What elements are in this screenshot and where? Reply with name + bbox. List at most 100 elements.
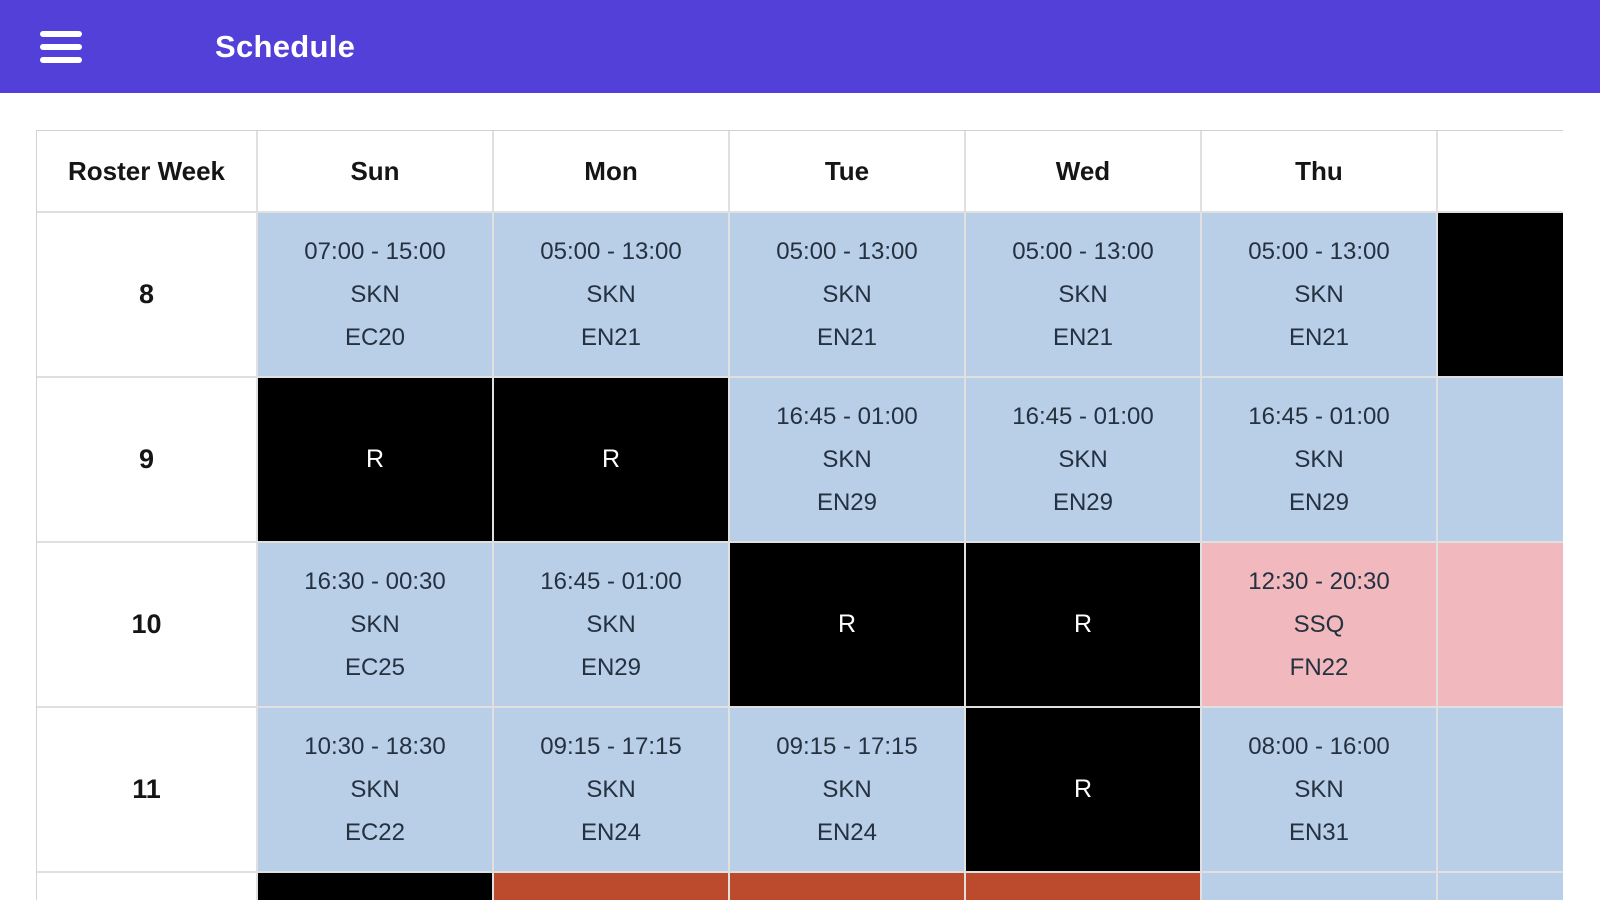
- shift-time: 05:00 - 13:00: [540, 238, 682, 265]
- shift-time: 12:30 - 20:30: [1248, 568, 1390, 595]
- shift-cell[interactable]: 05:00 - 13:00 SKN EN21: [494, 213, 728, 376]
- shift-code: EC22: [344, 819, 406, 846]
- shift-cell[interactable]: 16:45 - 01:00 SKN EN29: [730, 378, 964, 541]
- rest-cell[interactable]: R: [966, 708, 1200, 871]
- shift-code: EN21: [1052, 324, 1114, 351]
- shift-dept: SKN: [1294, 446, 1344, 473]
- shift-code: EN29: [1288, 489, 1350, 516]
- column-header-mon: Mon: [494, 131, 728, 211]
- roster-week-number: [37, 873, 256, 900]
- shift-cell[interactable]: 10:30 - 18:30 SKN EC22: [258, 708, 492, 871]
- shift-time: 16:45 - 01:00: [1012, 403, 1154, 430]
- shift-cell[interactable]: [730, 873, 964, 900]
- shift-cell[interactable]: 16:45 - 01:00 SKN EN29: [1202, 378, 1436, 541]
- shift-code: EN24: [816, 819, 878, 846]
- rest-cell[interactable]: [258, 873, 492, 900]
- shift-cell[interactable]: 05:00 - 13:00 SKN EN21: [730, 213, 964, 376]
- shift-dept: SKN: [350, 281, 400, 308]
- rest-cell[interactable]: R: [730, 543, 964, 706]
- app-bar: Schedule: [0, 0, 1600, 93]
- shift-time: 09:15 - 17:15: [540, 733, 682, 760]
- shift-time: 08:00 - 16:00: [1248, 733, 1390, 760]
- shift-cell[interactable]: 08:00 - SK EH: [1438, 708, 1563, 871]
- column-header-thu: Thu: [1202, 131, 1436, 211]
- schedule-table: Roster Week Sun Mon Tue Wed Thu F 8 07:0…: [36, 130, 1563, 900]
- shift-dept: SKN: [586, 611, 636, 638]
- shift-dept: SSQ: [1293, 611, 1345, 638]
- shift-dept: SKN: [822, 281, 872, 308]
- shift-cell[interactable]: 15:15 - SK EH: [1438, 378, 1563, 541]
- shift-code: EN21: [1288, 324, 1350, 351]
- roster-week-header: Roster Week: [37, 131, 256, 211]
- rest-cell[interactable]: R: [966, 543, 1200, 706]
- shift-code: EN29: [1052, 489, 1114, 516]
- rest-label: R: [601, 445, 621, 473]
- rest-cell[interactable]: R: [258, 378, 492, 541]
- shift-dept: SKN: [1294, 281, 1344, 308]
- shift-code: EC20: [344, 324, 406, 351]
- shift-time: 16:30 - 00:30: [304, 568, 446, 595]
- shift-code: EN29: [580, 654, 642, 681]
- roster-week-number: 11: [37, 708, 256, 871]
- rest-cell[interactable]: R: [494, 378, 728, 541]
- shift-cell[interactable]: 05:00 - 13:00 SKN EN21: [1202, 213, 1436, 376]
- shift-cell[interactable]: [1438, 873, 1563, 900]
- roster-week-number: 10: [37, 543, 256, 706]
- shift-dept: SKN: [350, 776, 400, 803]
- hamburger-menu-button[interactable]: [40, 27, 82, 67]
- rest-label: R: [1073, 775, 1093, 803]
- shift-dept: SKN: [350, 611, 400, 638]
- shift-code: EN31: [1288, 819, 1350, 846]
- shift-cell[interactable]: 12:30 - 20:30 SSQ FN22: [1202, 543, 1436, 706]
- shift-dept: SKN: [822, 446, 872, 473]
- shift-cell[interactable]: 12:30 - SS FN: [1438, 543, 1563, 706]
- shift-time: 10:30 - 18:30: [304, 733, 446, 760]
- shift-code: FN22: [1289, 654, 1349, 681]
- shift-code: EN29: [816, 489, 878, 516]
- shift-cell[interactable]: 07:00 - 15:00 SKN EC20: [258, 213, 492, 376]
- shift-code: EN21: [816, 324, 878, 351]
- shift-cell[interactable]: 16:30 - 00:30 SKN EC25: [258, 543, 492, 706]
- rest-label: R: [1073, 610, 1093, 638]
- shift-dept: SKN: [1058, 446, 1108, 473]
- shift-dept: SKN: [1058, 281, 1108, 308]
- rest-label: R: [365, 445, 385, 473]
- shift-code: EN24: [580, 819, 642, 846]
- shift-cell[interactable]: 08:00 - 16:00 SKN EN31: [1202, 708, 1436, 871]
- rest-label: R: [837, 610, 857, 638]
- shift-time: 09:15 - 17:15: [776, 733, 918, 760]
- column-header-sun: Sun: [258, 131, 492, 211]
- shift-cell[interactable]: 05:00 - 13:00 SKN EN21: [966, 213, 1200, 376]
- column-header-fri: F: [1438, 131, 1563, 211]
- shift-cell[interactable]: [966, 873, 1200, 900]
- shift-dept: SKN: [822, 776, 872, 803]
- shift-cell[interactable]: 16:45 - 01:00 SKN EN29: [494, 543, 728, 706]
- column-header-tue: Tue: [730, 131, 964, 211]
- schedule-table-viewport[interactable]: Roster Week Sun Mon Tue Wed Thu F 8 07:0…: [36, 130, 1563, 900]
- shift-time: 05:00 - 13:00: [1012, 238, 1154, 265]
- hamburger-bar: [40, 56, 82, 63]
- roster-week-number: 9: [37, 378, 256, 541]
- shift-dept: SKN: [586, 776, 636, 803]
- hamburger-bar: [40, 43, 82, 50]
- column-header-wed: Wed: [966, 131, 1200, 211]
- shift-time: 16:45 - 01:00: [776, 403, 918, 430]
- roster-week-number: 8: [37, 213, 256, 376]
- hamburger-icon: [40, 30, 82, 37]
- shift-cell[interactable]: 16:45 - 01:00 SKN EN29: [966, 378, 1200, 541]
- page-title: Schedule: [215, 28, 356, 64]
- shift-dept: SKN: [586, 281, 636, 308]
- shift-cell[interactable]: [494, 873, 728, 900]
- shift-cell[interactable]: [1202, 873, 1436, 900]
- shift-code: EC25: [344, 654, 406, 681]
- shift-time: 07:00 - 15:00: [304, 238, 446, 265]
- shift-time: 16:45 - 01:00: [540, 568, 682, 595]
- shift-cell[interactable]: 09:15 - 17:15 SKN EN24: [730, 708, 964, 871]
- shift-code: EN21: [580, 324, 642, 351]
- shift-time: 05:00 - 13:00: [1248, 238, 1390, 265]
- shift-time: 05:00 - 13:00: [776, 238, 918, 265]
- shift-time: 16:45 - 01:00: [1248, 403, 1390, 430]
- rest-cell[interactable]: [1438, 213, 1563, 376]
- shift-cell[interactable]: 09:15 - 17:15 SKN EN24: [494, 708, 728, 871]
- shift-dept: SKN: [1294, 776, 1344, 803]
